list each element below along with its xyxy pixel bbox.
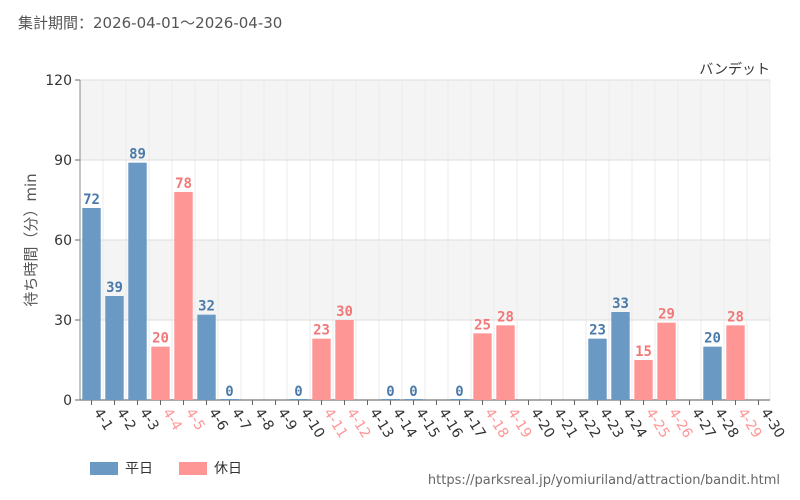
bar <box>450 399 469 400</box>
x-tick-label: 4-3 <box>136 406 162 434</box>
bar-value-label: 20 <box>704 331 721 347</box>
bar-value-label: 78 <box>175 176 192 192</box>
bar <box>404 399 423 400</box>
x-tick-label: 4-8 <box>251 406 277 434</box>
y-tick-label: 30 <box>54 313 72 329</box>
legend-label-weekday: 平日 <box>125 461 153 477</box>
x-tick-label: 4-28 <box>711 406 741 441</box>
bar <box>82 208 101 400</box>
y-tick-label: 90 <box>54 153 72 169</box>
bar <box>105 296 124 400</box>
bar <box>381 399 400 400</box>
bar <box>634 360 653 400</box>
x-tick-label: 4-20 <box>527 406 557 441</box>
x-tick-label: 4-24 <box>619 406 649 442</box>
bar-value-label: 0 <box>294 384 302 400</box>
bar <box>174 192 193 400</box>
legend: 平日 休日 <box>90 458 242 478</box>
x-tick-label: 4-17 <box>458 406 488 441</box>
x-tick-label: 4-18 <box>481 406 511 441</box>
bar-value-label: 29 <box>658 307 675 323</box>
x-tick-label: 4-13 <box>366 406 396 441</box>
bar-value-label: 30 <box>336 304 353 320</box>
bar <box>473 333 492 400</box>
bar <box>289 399 308 400</box>
x-tick-label: 4-15 <box>412 406 442 441</box>
x-tick-label: 4-2 <box>113 406 139 434</box>
x-tick-label: 4-21 <box>550 406 580 441</box>
x-tick-label: 4-30 <box>757 406 787 441</box>
bar-value-label: 25 <box>474 317 491 333</box>
y-tick-label: 60 <box>54 233 72 249</box>
bar <box>128 162 147 400</box>
bar <box>312 338 331 400</box>
bar-value-label: 72 <box>83 192 100 208</box>
bar <box>703 346 722 400</box>
bar <box>335 320 354 400</box>
bar <box>611 312 630 400</box>
x-tick-label: 4-23 <box>596 406 626 441</box>
bar-value-label: 39 <box>106 280 123 296</box>
bar <box>657 322 676 400</box>
bar-value-label: 32 <box>198 299 215 315</box>
legend-swatch-weekday <box>90 461 118 475</box>
y-axis-label: 待ち時間（分）min <box>22 173 40 306</box>
x-tick-label: 4-12 <box>343 406 373 441</box>
bar <box>588 338 607 400</box>
bar-value-label: 0 <box>225 384 233 400</box>
x-tick-label: 4-11 <box>320 406 350 441</box>
x-tick-label: 4-10 <box>297 406 327 441</box>
x-tick-label: 4-9 <box>274 406 300 434</box>
bar-value-label: 20 <box>152 331 169 347</box>
x-tick-label: 4-26 <box>665 406 695 442</box>
legend-swatch-holiday <box>179 461 207 475</box>
bar <box>220 399 239 400</box>
x-tick-label: 4-14 <box>389 406 419 442</box>
bar-value-label: 89 <box>129 147 146 163</box>
x-tick-label: 4-29 <box>734 406 764 441</box>
bar-value-label: 23 <box>313 323 330 339</box>
x-tick-label: 4-6 <box>205 406 231 434</box>
bar <box>197 314 216 400</box>
x-tick-label: 4-16 <box>435 406 465 442</box>
bar-value-label: 33 <box>612 296 629 312</box>
source-url[interactable]: https://parksreal.jp/yomiuriland/attract… <box>427 473 780 488</box>
bar-value-label: 15 <box>635 344 652 360</box>
bar <box>151 346 170 400</box>
x-tick-label: 4-4 <box>159 406 185 434</box>
x-tick-label: 4-1 <box>90 406 116 434</box>
chart-title: バンデット <box>699 61 770 78</box>
bar-value-label: 28 <box>727 309 744 325</box>
bar-value-label: 0 <box>455 384 463 400</box>
bar-value-label: 0 <box>386 384 394 400</box>
bar <box>496 325 515 400</box>
x-tick-label: 4-22 <box>573 406 603 441</box>
bar-value-label: 23 <box>589 323 606 339</box>
x-tick-label: 4-7 <box>228 406 254 434</box>
period-label: 集計期間：2026-04-01～2026-04-30 <box>18 14 283 32</box>
bar <box>726 325 745 400</box>
legend-item-holiday[interactable]: 休日 <box>179 458 242 478</box>
legend-item-weekday[interactable]: 平日 <box>90 458 153 478</box>
bar-value-label: 0 <box>409 384 417 400</box>
x-tick-label: 4-25 <box>642 406 672 441</box>
x-tick-label: 4-19 <box>504 406 534 441</box>
bar-value-label: 28 <box>497 309 514 325</box>
y-tick-label: 0 <box>63 393 72 409</box>
y-tick-label: 120 <box>45 73 72 89</box>
x-tick-label: 4-27 <box>688 406 718 441</box>
legend-label-holiday: 休日 <box>214 461 242 477</box>
x-tick-label: 4-5 <box>182 406 208 434</box>
